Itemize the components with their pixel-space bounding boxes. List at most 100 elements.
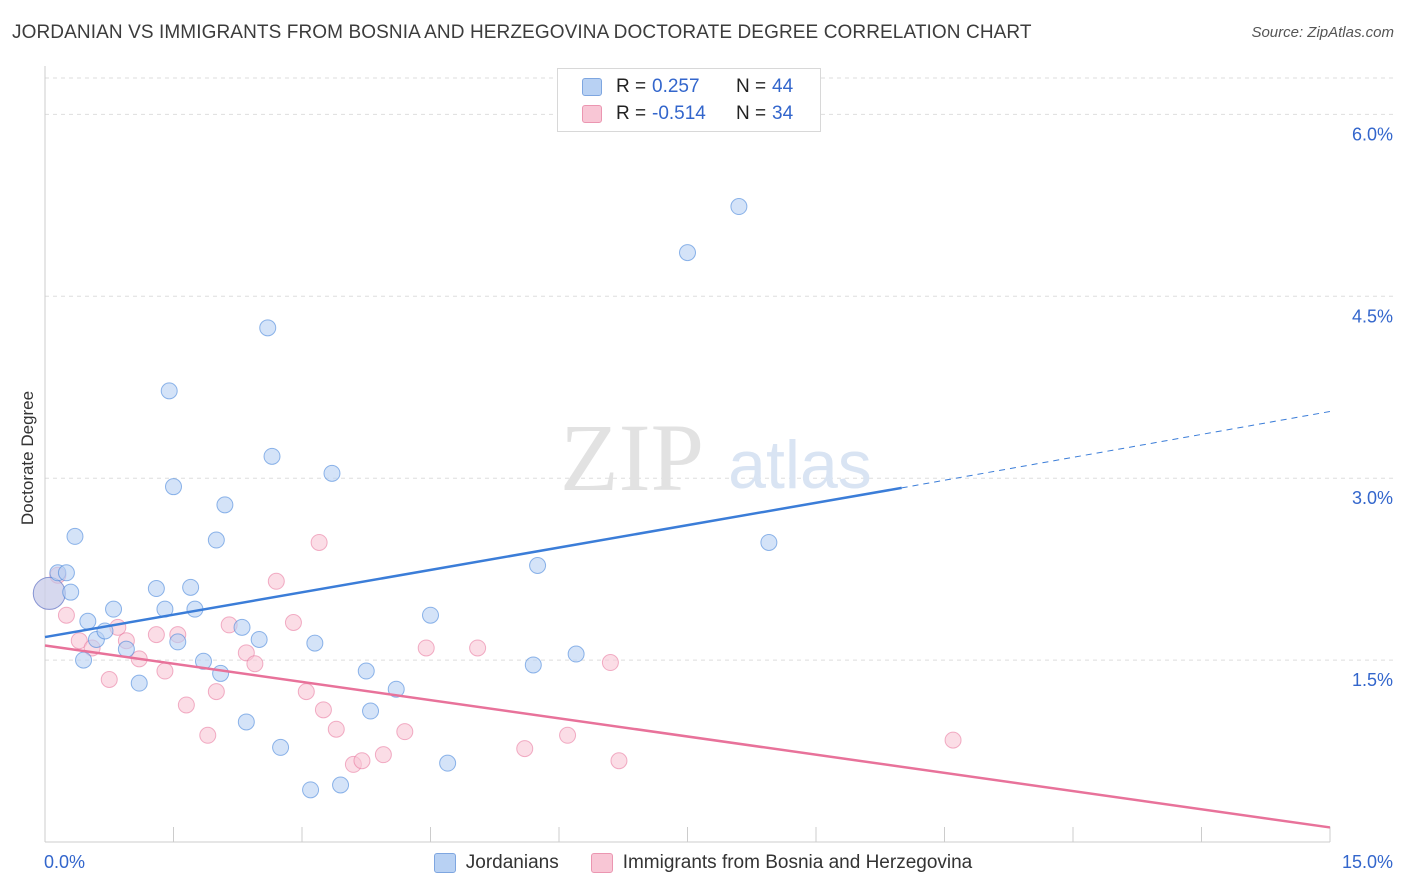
legend-label-jordanians: Jordanians [465, 852, 559, 873]
jordanian-point [57, 564, 75, 582]
stats-legend: R = 0.257 N = 44 R = -0.514 N = 34 [557, 68, 821, 132]
legend-item-jordanians[interactable]: Jordanians [433, 852, 559, 874]
legend-swatch-bosnia [590, 853, 613, 873]
legend-label-bosnia: Immigrants from Bosnia and Herzegovina [622, 852, 973, 873]
x-tick-max: 15.0% [1341, 852, 1393, 872]
chart-legend: Jordanians Immigrants from Bosnia and He… [0, 852, 1406, 874]
bosnia-point [353, 752, 371, 770]
bosnia-point [314, 701, 332, 719]
y-axis-label: Doctorate Degree [18, 390, 37, 526]
bosnia-point [199, 726, 217, 744]
jordanian-point [439, 754, 457, 772]
jordanian-point [259, 319, 277, 337]
watermark-atlas: atlas [728, 427, 872, 503]
n-label: N = [736, 76, 767, 97]
swatch-bosnia [582, 105, 602, 123]
bosnia-point [559, 726, 577, 744]
y-tick-label: 4.5% [1352, 306, 1393, 326]
jordanian-point [387, 680, 405, 698]
axes [44, 66, 1331, 843]
legend-swatch-jordanians [433, 853, 456, 873]
trend-lines [44, 410, 1331, 829]
stats-row-bosnia: R = -0.514 N = 34 [582, 101, 793, 127]
bosnia-point [100, 670, 118, 688]
bosnia-point [374, 746, 392, 764]
bosnia-point [610, 752, 628, 770]
jordanian-point [263, 447, 281, 465]
jordanian-point [160, 382, 178, 400]
jordanian-point [529, 557, 547, 575]
jordanian-point [32, 576, 66, 610]
jordanian-point [332, 776, 350, 794]
jordanian-point [212, 664, 230, 682]
jordanian-point [165, 478, 182, 496]
y-tick-labels: 1.5% 3.0% 4.5% 6.0% [1352, 124, 1393, 690]
bosnia-point [147, 626, 165, 644]
n-value: 44 [772, 76, 794, 97]
gridlines [45, 77, 1394, 661]
jordanian-point [117, 640, 135, 658]
bosnia-point [417, 639, 435, 657]
watermark-zip: ZIP [560, 404, 704, 511]
jordanian-point [62, 583, 80, 601]
source-label: Source: ZipAtlas.com [1251, 24, 1394, 41]
jordanian-point [169, 633, 187, 651]
x-tick-min: 0.0% [44, 852, 86, 872]
jordanian-point [79, 612, 97, 630]
y-tick-label: 6.0% [1352, 124, 1393, 144]
bosnia-point [396, 723, 414, 741]
r-label: R = [616, 103, 647, 124]
r-value: 0.257 [652, 76, 700, 97]
r-value: -0.514 [652, 103, 706, 124]
n-label: N = [736, 103, 767, 124]
y-tick-label: 1.5% [1352, 670, 1393, 690]
bosnia-point [327, 720, 345, 738]
chart-title: JORDANIAN VS IMMIGRANTS FROM BOSNIA AND … [12, 22, 1032, 43]
jordanian-point [75, 651, 93, 669]
bosnia-point [516, 740, 534, 758]
legend-item-bosnia[interactable]: Immigrants from Bosnia and Herzegovina [590, 852, 973, 874]
jordanian-point [250, 630, 268, 648]
trend-line-jordanians-projection [901, 410, 1331, 489]
jordanian-point [730, 198, 748, 216]
bosnia-point [207, 683, 225, 701]
r-label: R = [616, 76, 647, 97]
trend-line-bosnia [44, 644, 1331, 829]
bosnia-point [57, 606, 75, 624]
jordanian-point [237, 713, 255, 731]
stats-row-jordanians: R = 0.257 N = 44 [582, 74, 793, 100]
jordanian-point [130, 674, 148, 692]
jordanian-point [194, 652, 212, 670]
jordanian-point [362, 702, 380, 720]
bosnia-point [310, 533, 328, 551]
jordanian-point [216, 496, 234, 514]
bosnia-point [297, 683, 315, 701]
jordanian-point [422, 606, 439, 624]
n-value: 34 [772, 103, 794, 124]
jordanian-point [306, 634, 324, 652]
bosnia-point [284, 614, 302, 632]
jordanian-point [182, 578, 200, 596]
jordanian-point [760, 533, 778, 551]
jordanian-point [679, 244, 696, 262]
bosnia-point [177, 696, 195, 714]
jordanian-point [524, 656, 542, 674]
jordanian-point [233, 618, 251, 636]
bosnia-point [70, 632, 88, 650]
jordanian-point [207, 531, 225, 549]
trend-line-jordanians [44, 486, 902, 639]
jordanian-point [147, 580, 165, 598]
jordanian-point [66, 527, 84, 545]
swatch-jordanians [582, 78, 602, 96]
jordanian-point [302, 781, 320, 799]
bosnia-point [944, 731, 962, 749]
series-jordanians-points [32, 198, 778, 799]
watermark: ZIP atlas [560, 404, 872, 511]
bosnia-point [156, 662, 174, 680]
jordanian-point [323, 464, 341, 482]
jordanian-point [567, 645, 585, 663]
bosnia-point [601, 654, 619, 672]
bosnia-point [246, 655, 264, 673]
series-bosnia-points [32, 533, 962, 773]
